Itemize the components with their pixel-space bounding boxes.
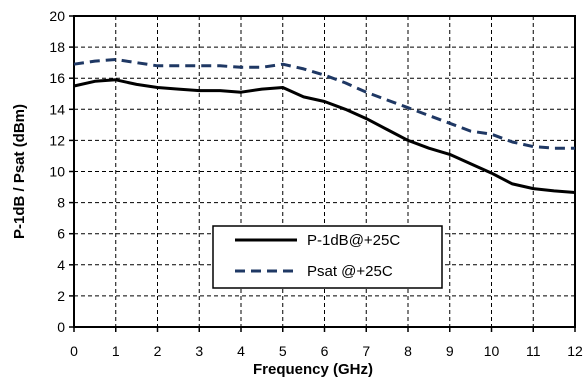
y-axis-title: P-1dB / Psat (dBm) — [11, 104, 28, 239]
x-tick-label: 6 — [321, 343, 329, 359]
series-line-psat — [73, 58, 575, 150]
y-tick-label: 2 — [57, 288, 65, 304]
x-tick-label: 3 — [195, 343, 203, 359]
y-tick-label: 20 — [49, 8, 65, 24]
y-tick-label: 4 — [57, 257, 65, 273]
x-tick-label: 4 — [237, 343, 245, 359]
y-tick-label: 14 — [49, 101, 65, 117]
x-tick-label: 0 — [70, 343, 78, 359]
y-tick-label: 6 — [57, 226, 65, 242]
y-tick-label: 18 — [49, 39, 65, 55]
legend-label: P-1dB@+25C — [307, 232, 400, 249]
x-tick-label: 8 — [404, 343, 412, 359]
x-tick-label: 11 — [526, 343, 541, 359]
x-tick-label: 5 — [279, 343, 287, 359]
y-tick-label: 12 — [49, 132, 65, 148]
y-tick-label: 0 — [57, 319, 65, 335]
x-tick-label: 2 — [154, 343, 162, 359]
y-tick-label: 16 — [49, 70, 65, 86]
y-tick-label: 10 — [49, 164, 65, 180]
x-tick-label: 7 — [362, 343, 370, 359]
x-tick-label: 12 — [567, 343, 583, 359]
x-axis-title: Frequency (GHz) — [253, 361, 373, 378]
y-tick-label: 8 — [57, 195, 65, 211]
x-tick-label: 10 — [484, 343, 500, 359]
x-tick-label: 9 — [446, 343, 454, 359]
series-line-p1db — [73, 78, 576, 194]
x-tick-label: 1 — [112, 343, 120, 359]
legend-label: Psat @+25C — [307, 263, 393, 280]
legend-box — [212, 225, 443, 289]
